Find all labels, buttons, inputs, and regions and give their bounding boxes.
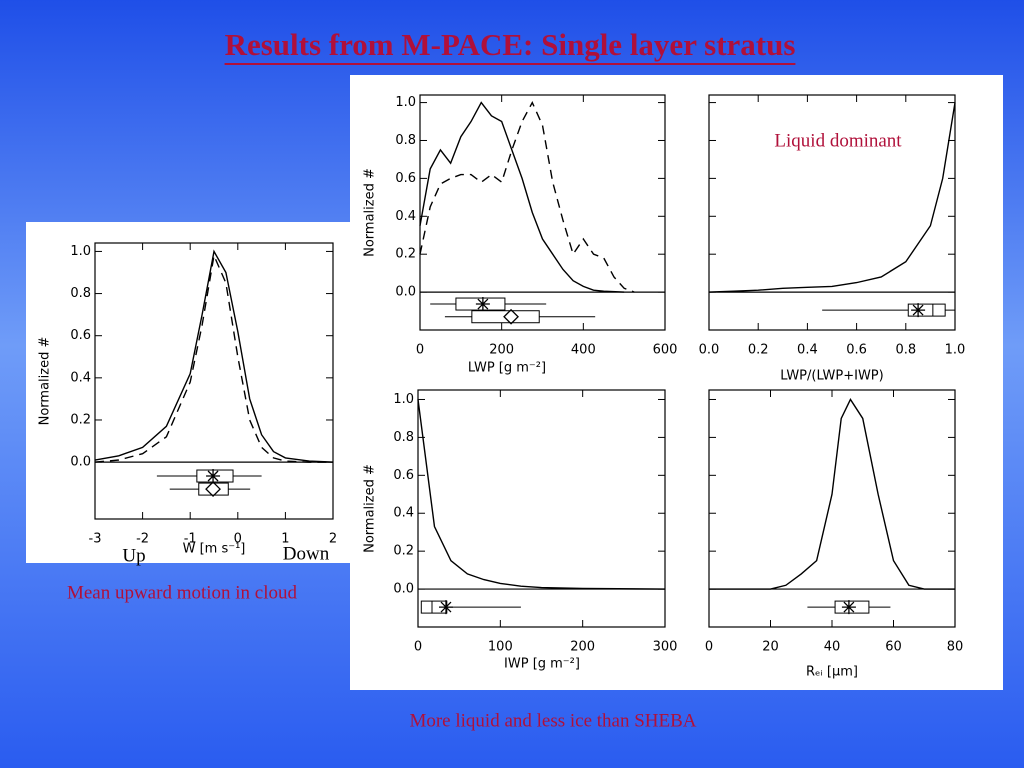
y-tick-label: 0.2 [395,247,416,262]
annotation: Mean upward motion in cloud [67,582,298,603]
y-tick-label: 0.8 [70,286,91,301]
y-tick-label: 0.4 [395,209,416,224]
line-series [94,249,334,463]
y-tick-label: 0.2 [393,544,414,559]
x-tick-label: 600 [653,343,678,358]
x-axis-label: LWP/(LWP+IWP) [780,369,883,384]
x-tick-label: 100 [488,640,513,655]
left-panel [26,222,350,563]
x-axis-label: LWP [g m⁻²] [468,361,546,376]
x-tick-label: 0 [416,343,424,358]
x-tick-label: 80 [947,640,964,655]
x-tick-label: 200 [489,343,514,358]
x-tick-label: 1 [281,532,289,547]
plot-frame [417,389,666,628]
y-tick-label: 0.4 [393,506,414,521]
plot-frame [419,94,666,331]
y-axis-label: Normalized # [363,168,378,257]
y-tick-label: 0.6 [393,468,414,483]
line-series [419,100,635,293]
y-tick-label: 0.8 [393,430,414,445]
x-tick-label: 0 [234,532,242,547]
x-tick-label: -3 [89,532,102,547]
mean-marker [205,481,221,498]
mean-marker [206,469,221,484]
x-tick-label: 300 [653,640,678,655]
annotation: Liquid dominant [774,130,902,151]
footer-note: More liquid and less ice than SHEBA [409,710,696,731]
plot-frame [94,242,334,520]
annotation: Down [283,543,330,564]
y-tick-label: 1.0 [393,392,414,407]
y-tick-label: 0.0 [70,455,91,470]
x-tick-label: 2 [329,532,337,547]
line-series [419,101,625,293]
slide-title: Results from M-PACE: Single layer stratu… [225,27,796,62]
x-tick-label: 0.0 [699,343,720,358]
x-tick-label: 0 [705,640,713,655]
line-series [709,398,955,590]
x-axis-label: IWP [g m⁻²] [504,657,580,672]
y-tick-label: 0.6 [395,171,416,186]
right-panel [350,75,1003,690]
mean-marker [841,600,856,615]
y-tick-label: 0.4 [70,370,91,385]
line-series [708,102,956,293]
x-tick-label: -1 [184,532,197,547]
x-tick-label: 20 [762,640,779,655]
x-tick-label: 0 [414,640,422,655]
x-tick-label: 0.2 [748,343,769,358]
x-tick-label: 200 [570,640,595,655]
x-tick-label: 1.0 [945,343,966,358]
y-tick-label: 0.0 [393,582,414,597]
y-tick-label: 1.0 [70,244,91,259]
x-tick-label: 60 [885,640,902,655]
x-tick-label: 0.6 [846,343,867,358]
y-tick-label: 0.0 [395,285,416,300]
x-tick-label: 0.4 [797,343,818,358]
y-axis-label: Normalized # [363,464,378,553]
x-tick-label: 400 [571,343,596,358]
annotation: Up [122,545,145,566]
line-series [417,399,666,590]
mean-marker [475,297,490,312]
mean-marker [911,303,926,318]
x-tick-label: 0.8 [895,343,916,358]
y-tick-label: 0.6 [70,328,91,343]
y-axis-label: Normalized # [38,337,53,426]
y-tick-label: 0.8 [395,133,416,148]
x-axis-label: W [m s⁻¹] [183,542,246,557]
mean-marker [438,600,453,615]
line-series [94,253,333,463]
x-axis-label: Rₑᵢ [μm] [806,665,858,680]
mean-marker [503,308,519,325]
plot-frame [708,94,956,331]
y-tick-label: 1.0 [395,95,416,110]
box [198,482,229,496]
box [471,310,540,324]
y-tick-label: 0.2 [70,412,91,427]
x-tick-label: -2 [136,532,149,547]
x-tick-label: 40 [824,640,841,655]
